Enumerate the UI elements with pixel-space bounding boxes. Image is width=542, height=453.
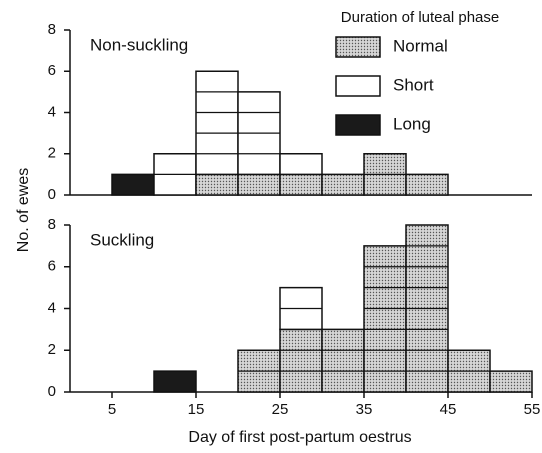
panel-title: Non-suckling <box>90 35 188 54</box>
y-tick-label: 4 <box>48 299 56 316</box>
y-tick-label: 6 <box>48 258 56 275</box>
panel-title: Suckling <box>90 230 154 249</box>
y-tick-label: 2 <box>48 145 56 162</box>
bar-segment <box>237 173 281 196</box>
bar-segment <box>489 370 533 393</box>
y-tick-label: 0 <box>48 186 56 203</box>
y-tick-label: 0 <box>48 383 56 400</box>
y-tick-label: 4 <box>48 103 56 120</box>
bar-segment <box>363 245 407 393</box>
legend-label: Long <box>393 114 431 133</box>
x-tick-label: 35 <box>356 401 373 418</box>
bar-segment <box>279 173 323 196</box>
x-tick-label: 45 <box>440 401 457 418</box>
x-axis-label: Day of first post-partum oestrus <box>188 429 411 446</box>
bar-segment <box>195 173 239 196</box>
y-tick-label: 2 <box>48 341 56 358</box>
legend-label: Normal <box>393 36 448 55</box>
bar-segment <box>195 70 239 176</box>
y-tick-label: 8 <box>48 21 56 38</box>
legend-label: Short <box>393 75 434 94</box>
x-tick-label: 15 <box>188 401 205 418</box>
bar-segment <box>279 328 323 393</box>
legend-swatch <box>335 36 381 58</box>
bar-segment <box>321 328 365 393</box>
x-tick-label: 5 <box>108 401 116 418</box>
y-tick-label: 8 <box>48 216 56 233</box>
y-axis-label: No. of ewes <box>15 168 32 252</box>
bar-segment <box>111 173 155 196</box>
x-tick-label: 55 <box>524 401 541 418</box>
bar-segment <box>279 153 323 176</box>
x-tick-label: 25 <box>272 401 289 418</box>
bar-segment <box>153 370 197 393</box>
bar-segment <box>321 173 365 196</box>
y-tick-label: 6 <box>48 62 56 79</box>
bar-segment <box>405 173 449 196</box>
legend-swatch <box>335 75 381 97</box>
legend-swatch <box>335 114 381 136</box>
legend-title: Duration of luteal phase <box>341 9 499 26</box>
